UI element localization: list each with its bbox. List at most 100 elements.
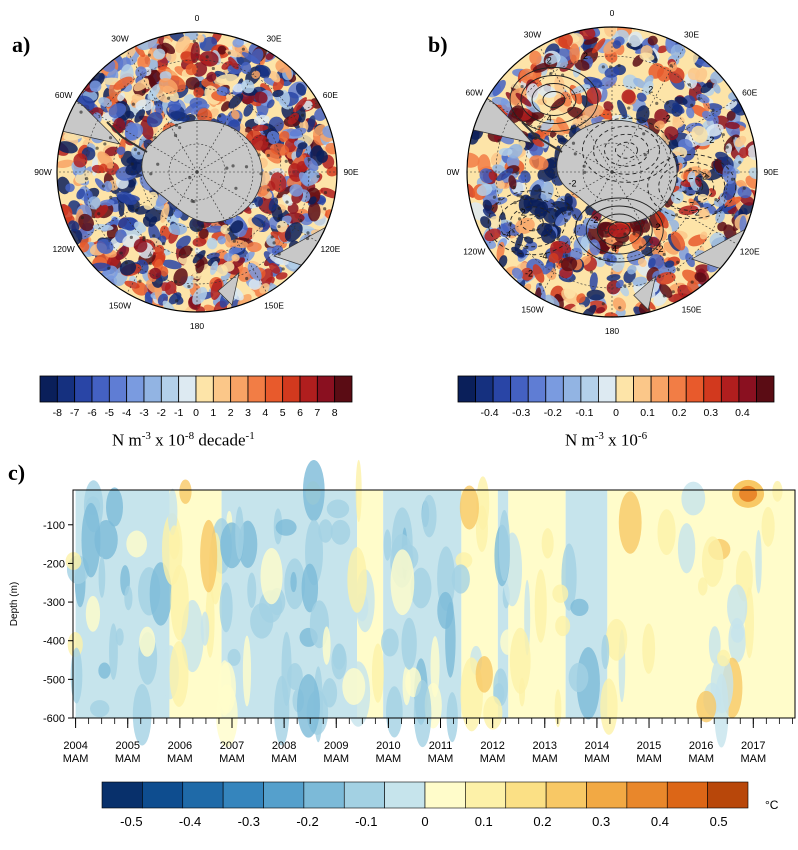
map-b-stipple (564, 218, 569, 223)
map-a-stipple (137, 151, 141, 155)
map-b-stipple (604, 230, 609, 234)
map-b-stipple (538, 282, 542, 286)
map-b-stipple (598, 218, 602, 222)
x-tick-label: 2004 (63, 740, 87, 752)
anomaly-patch (601, 634, 610, 670)
colorbar-c-swatch (626, 781, 668, 809)
map-a-stipple (135, 208, 139, 212)
colorbar-a-unit: N m-3 x 10-8 decade-1 (112, 430, 255, 450)
x-tick-label: MAM (688, 753, 714, 765)
colorbar-b-tick: 0.1 (640, 407, 655, 419)
map-a-stipple (277, 224, 281, 229)
colorbar-c-tick: 0.1 (475, 814, 493, 829)
colorbar-b-swatch (633, 375, 652, 403)
map-b-stipple (608, 65, 613, 69)
y-tick-label: -400 (43, 636, 65, 648)
colorbar-b-swatch (668, 375, 687, 403)
map-a-stipple (266, 153, 270, 158)
map-b-stipple (520, 195, 525, 199)
anomaly-patch (342, 668, 366, 706)
colorbar-a-swatch (39, 375, 58, 403)
map-a-lon-label: 30W (111, 34, 128, 44)
map-b-stipple (622, 241, 626, 245)
map-a-stipple (119, 251, 123, 255)
colorbar-a-swatch (74, 375, 93, 403)
map-a-stipple (281, 267, 285, 271)
map-a-stipple (277, 216, 281, 221)
colorbar-c-swatch (142, 781, 184, 809)
y-tick-label: -100 (43, 520, 65, 532)
panel-b-label: b) (428, 32, 448, 57)
map-b-stipple (583, 170, 587, 174)
map-b-stipple (687, 83, 692, 87)
map-b-stipple (628, 43, 632, 47)
map-a-stipple (174, 123, 178, 127)
map-b-stipple (674, 213, 679, 217)
map-b-lon-label: 30E (684, 29, 699, 39)
colorbar-a-swatch (195, 375, 214, 403)
map-a-stipple (272, 241, 276, 245)
anomaly-patch (217, 662, 236, 714)
map-b-stipple (690, 280, 694, 284)
colorbar-c-tick: -0.2 (296, 814, 318, 829)
colorbar-b-swatch (598, 375, 617, 403)
anomaly-patch (455, 552, 473, 569)
map-a-stipple (244, 165, 249, 169)
colorbar-b-swatch (685, 375, 705, 403)
anomaly-patch (390, 549, 415, 616)
map-b-stipple (589, 270, 594, 274)
map-b-stipple (730, 177, 735, 181)
colorbar-a-swatch (282, 375, 301, 403)
anomaly-patch (401, 617, 417, 670)
colorbar-c-unit: °C (765, 798, 779, 812)
colorbar-a-tick: 5 (280, 407, 286, 419)
map-b-lon-label: 0 (610, 8, 615, 18)
map-a: 0 30E 60E 90E 120E 150E 180 150W 120W 90W 60W 30W (34, 13, 359, 331)
colorbar-b-swatch (457, 375, 476, 403)
map-b-stipple (598, 256, 602, 261)
colorbar-c-swatch (182, 781, 224, 809)
anomaly-patch (227, 648, 241, 666)
anomaly-patch (322, 678, 338, 708)
map-b-stipple (520, 84, 524, 89)
anomaly-patch (421, 494, 437, 538)
colorbar-a-swatch (108, 375, 128, 403)
anomaly-patch (126, 530, 147, 558)
colorbar-b-swatch (510, 375, 529, 403)
anomaly-patch (168, 525, 180, 560)
anomaly-patch (260, 547, 283, 605)
map-a-lon-label: 90E (343, 167, 358, 177)
anomaly-patch (386, 686, 403, 738)
anomaly-patch (169, 641, 189, 707)
anomaly-patch (402, 666, 411, 706)
map-b-stipple (566, 206, 571, 210)
map-a-stipple (178, 125, 182, 130)
map-a-stipple (103, 142, 107, 146)
map-a-lon-label: 180 (190, 321, 204, 331)
anomaly-patch (413, 680, 432, 748)
map-a-lon-label: 30E (266, 34, 281, 44)
anomaly-patch (698, 577, 708, 596)
colorbar-b-swatch (527, 375, 547, 403)
colorbar-a-swatch (316, 375, 336, 403)
map-a-stipple (130, 162, 134, 166)
x-tick-label: MAM (376, 753, 402, 765)
map-a-border (56, 31, 338, 313)
map-b-stipple (742, 186, 746, 190)
map-b-lon-label: 120E (740, 247, 760, 257)
map-b-stipple (571, 141, 576, 145)
colorbar-c-tick: 0.2 (533, 814, 551, 829)
x-tick-label: 2009 (324, 740, 348, 752)
colorbar-a-tick: 1 (210, 407, 216, 419)
colorbar-a-swatch (160, 375, 180, 403)
map-b-contour-label: 2 (583, 51, 588, 61)
map-a-stipple (277, 206, 281, 210)
y-tick-label: -200 (43, 558, 65, 570)
colorbar-a-tick: -6 (87, 407, 96, 419)
map-a-stipple (211, 66, 215, 71)
map-a-stipple (257, 153, 261, 157)
anomaly-patch (498, 510, 510, 582)
map-a-stipple (187, 284, 191, 289)
colorbar-c-swatch (424, 781, 466, 809)
map-b-peninsula (521, 121, 563, 153)
